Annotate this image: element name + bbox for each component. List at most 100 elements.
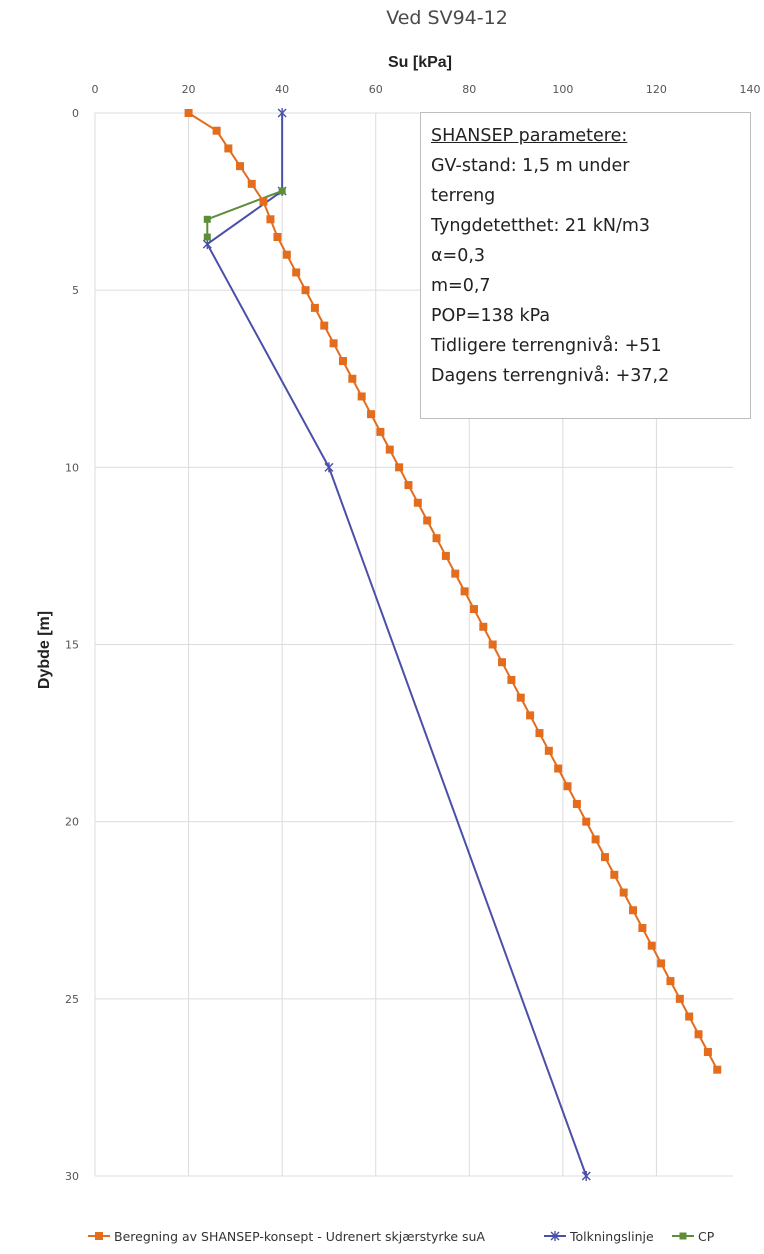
shansep-param-pop: POP=138 kPa <box>431 306 551 326</box>
legend-label: Tolkningslinje <box>569 1229 654 1244</box>
shansep-series-point <box>647 941 656 950</box>
shansep-param-gv-stand: GV-stand: 1,5 m under terreng <box>431 156 630 206</box>
shansep-series-point <box>619 888 628 897</box>
x-tick-label: 120 <box>646 83 667 96</box>
shansep-series-point <box>413 498 422 507</box>
y-tick-labels: 0 5 10 15 20 25 30 <box>65 107 79 1183</box>
shansep-param-alpha: α=0,3 <box>431 246 486 266</box>
tolkningslinje-series-point <box>202 239 212 250</box>
tolkningslinje-series-point <box>324 462 334 473</box>
shansep-param-m: m=0,7 <box>431 276 491 296</box>
cp-series-point <box>278 187 286 195</box>
legend-swatch-point <box>679 1232 687 1240</box>
shansep-series-point <box>385 445 394 454</box>
shansep-series-point <box>247 179 256 188</box>
tolkningslinje-series-point <box>277 108 287 118</box>
shansep-series-point <box>184 109 193 117</box>
x-tick-labels: 0 20 40 60 80 100 120 140 <box>92 83 761 96</box>
shansep-series-point <box>441 551 450 560</box>
shansep-series-point <box>582 817 591 826</box>
shansep-series-point <box>675 994 684 1003</box>
shansep-series-point <box>544 746 553 755</box>
shansep-param-tyngdetetthet: Tyngdetetthet: 21 kN/m3 <box>431 216 651 236</box>
shansep-series-point <box>591 835 600 844</box>
legend-label: Beregning av SHANSEP-konsept - Udrenert … <box>114 1229 485 1244</box>
shansep-series-point <box>460 587 469 596</box>
shansep-series-point <box>423 516 432 525</box>
y-tick-label: 25 <box>65 993 79 1006</box>
shansep-series-point <box>638 923 647 932</box>
shansep-series-point <box>657 959 666 968</box>
x-tick-label: 80 <box>462 83 476 96</box>
x-tick-label: 20 <box>182 83 196 96</box>
y-tick-label: 10 <box>65 461 79 474</box>
y-axis-title: Dybde [m] <box>36 611 53 689</box>
cp-series-point <box>203 215 211 223</box>
y-tick-label: 30 <box>65 1170 79 1183</box>
legend-label: CP <box>698 1229 715 1244</box>
shansep-series-point <box>498 658 507 667</box>
y-tick-label: 20 <box>65 816 79 829</box>
shansep-series-point <box>404 481 413 490</box>
shansep-series-point <box>282 250 291 259</box>
y-tick-label: 5 <box>72 284 79 297</box>
shansep-series-point <box>320 321 329 330</box>
shansep-series-point <box>629 906 638 915</box>
shansep-series-point <box>694 1030 703 1039</box>
shansep-series-point <box>563 782 572 791</box>
shansep-series-point <box>610 870 619 879</box>
shansep-series-point <box>432 534 441 543</box>
tolkningslinje-series-point <box>581 1171 591 1181</box>
shansep-series-point <box>469 605 478 614</box>
legend-swatch-point <box>550 1231 560 1241</box>
data-series <box>184 108 722 1181</box>
shansep-heading: SHANSEP parametere: <box>431 126 628 146</box>
shansep-series-point <box>572 799 581 808</box>
shansep-series-point <box>713 1065 722 1074</box>
shansep-series-point <box>451 569 460 578</box>
shansep-series-point <box>395 463 404 472</box>
chart-title: Ved SV94-12 <box>386 7 508 29</box>
shansep-param-tidligere-terrengniva: Tidligere terrengnivå: +51 <box>431 336 662 356</box>
shansep-series-point <box>212 126 221 135</box>
shansep-series-point <box>273 233 282 242</box>
shansep-series-point <box>526 711 535 720</box>
shansep-series-point <box>236 162 245 171</box>
shansep-series-point <box>292 268 301 277</box>
x-tick-label: 60 <box>369 83 383 96</box>
shansep-series-point <box>554 764 563 773</box>
x-axis-title: Su [kPa] <box>388 54 452 71</box>
shansep-series-point <box>310 303 319 312</box>
shansep-series-point <box>507 675 516 684</box>
shansep-series-point <box>338 357 347 366</box>
x-tick-label: 140 <box>740 83 761 96</box>
shansep-series <box>184 109 722 1074</box>
shansep-series-point <box>376 427 385 436</box>
legend-entry-tolkningslinje-series: Tolkningslinje <box>544 1229 654 1244</box>
cp-series <box>203 187 286 241</box>
shansep-series-point <box>329 339 338 348</box>
shansep-series-point <box>224 144 233 153</box>
shansep-series-point <box>666 977 675 986</box>
shansep-series-point <box>703 1047 712 1056</box>
shansep-series-point <box>516 693 525 702</box>
shansep-series-point <box>535 729 544 738</box>
shansep-parameter-box: SHANSEP parametere: GV-stand: 1,5 m unde… <box>420 112 751 419</box>
shansep-series-point <box>266 215 275 224</box>
shansep-param-dagens-terrengniva: Dagens terrengnivå: +37,2 <box>431 366 670 386</box>
legend: Beregning av SHANSEP-konsept - Udrenert … <box>88 1229 715 1244</box>
legend-entry-cp-series: CP <box>672 1229 715 1244</box>
shansep-series-point <box>685 1012 694 1021</box>
x-tick-label: 100 <box>552 83 573 96</box>
shansep-series-point <box>367 410 376 419</box>
x-tick-label: 0 <box>92 83 99 96</box>
cp-series-point <box>203 233 211 241</box>
shansep-series-point <box>357 392 366 401</box>
y-tick-label: 15 <box>65 639 79 652</box>
shansep-series-point <box>259 197 268 206</box>
legend-swatch-point <box>95 1232 103 1240</box>
shansep-series-point <box>301 286 310 295</box>
shansep-series-point <box>479 622 488 631</box>
shansep-series-point <box>600 853 609 862</box>
legend-entry-shansep-series: Beregning av SHANSEP-konsept - Udrenert … <box>88 1229 485 1244</box>
